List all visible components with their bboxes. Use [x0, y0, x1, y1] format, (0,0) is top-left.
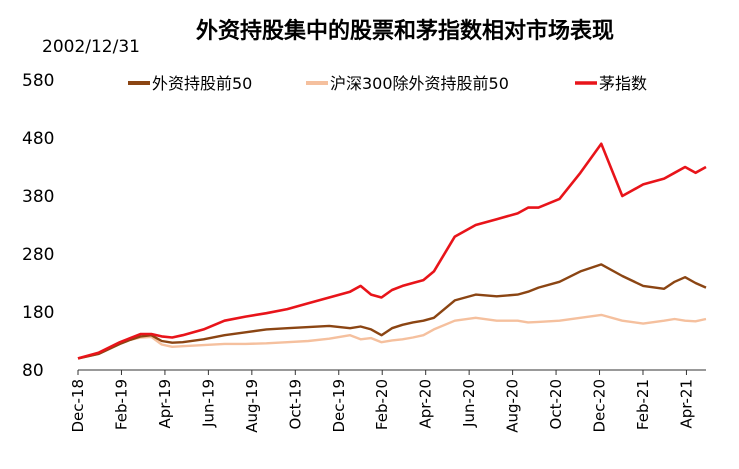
- series-line-0: [77, 263, 707, 360]
- legend: 外资持股前50 沪深300除外资持股前50 茅指数: [128, 74, 647, 93]
- x-tick-label: Aug-19: [243, 379, 261, 433]
- x-axis: Dec-18 Feb-19 Apr-19 Jun-19 Aug-19 Oct-19 Dec-…: [69, 369, 706, 433]
- x-tick-label: Dec-20: [591, 379, 609, 433]
- legend-label-0: 外资持股前50: [152, 74, 252, 93]
- y-tick-label: 80: [22, 361, 44, 381]
- x-tick-label: Feb-19: [112, 379, 130, 430]
- series-line-2: [77, 142, 707, 360]
- x-tick-label: Feb-21: [634, 379, 652, 430]
- x-tick-label: Oct-19: [286, 379, 304, 429]
- x-tick-label: Dec-18: [69, 379, 87, 433]
- x-tick-label: Oct-20: [547, 379, 565, 429]
- base-date-label: 2002/12/31: [42, 37, 140, 57]
- x-tick-label: Apr-20: [417, 379, 435, 429]
- y-tick-label: 580: [22, 71, 54, 91]
- series-line-1: [77, 313, 707, 360]
- x-tick-label: Apr-21: [677, 379, 695, 429]
- y-tick-label: 380: [22, 187, 54, 207]
- legend-label-1: 沪深300除外资持股前50: [330, 74, 509, 93]
- x-tick-label: Jun-20: [460, 379, 478, 428]
- y-axis: 80 180 280 380 480 580: [22, 71, 54, 381]
- x-tick-label: Jun-19: [199, 379, 217, 428]
- x-tick-label: Aug-20: [504, 379, 522, 433]
- y-tick-label: 180: [22, 303, 54, 323]
- y-tick-label: 280: [22, 245, 54, 265]
- y-tick-label: 480: [22, 129, 54, 149]
- x-tick-label: Dec-19: [330, 379, 348, 433]
- series-lines: [77, 142, 707, 360]
- x-tick-label: Feb-20: [373, 379, 391, 430]
- x-tick-label: Apr-19: [156, 379, 174, 429]
- chart-title: 外资持股集中的股票和茅指数相对市场表现: [196, 18, 614, 44]
- legend-label-2: 茅指数: [599, 74, 647, 93]
